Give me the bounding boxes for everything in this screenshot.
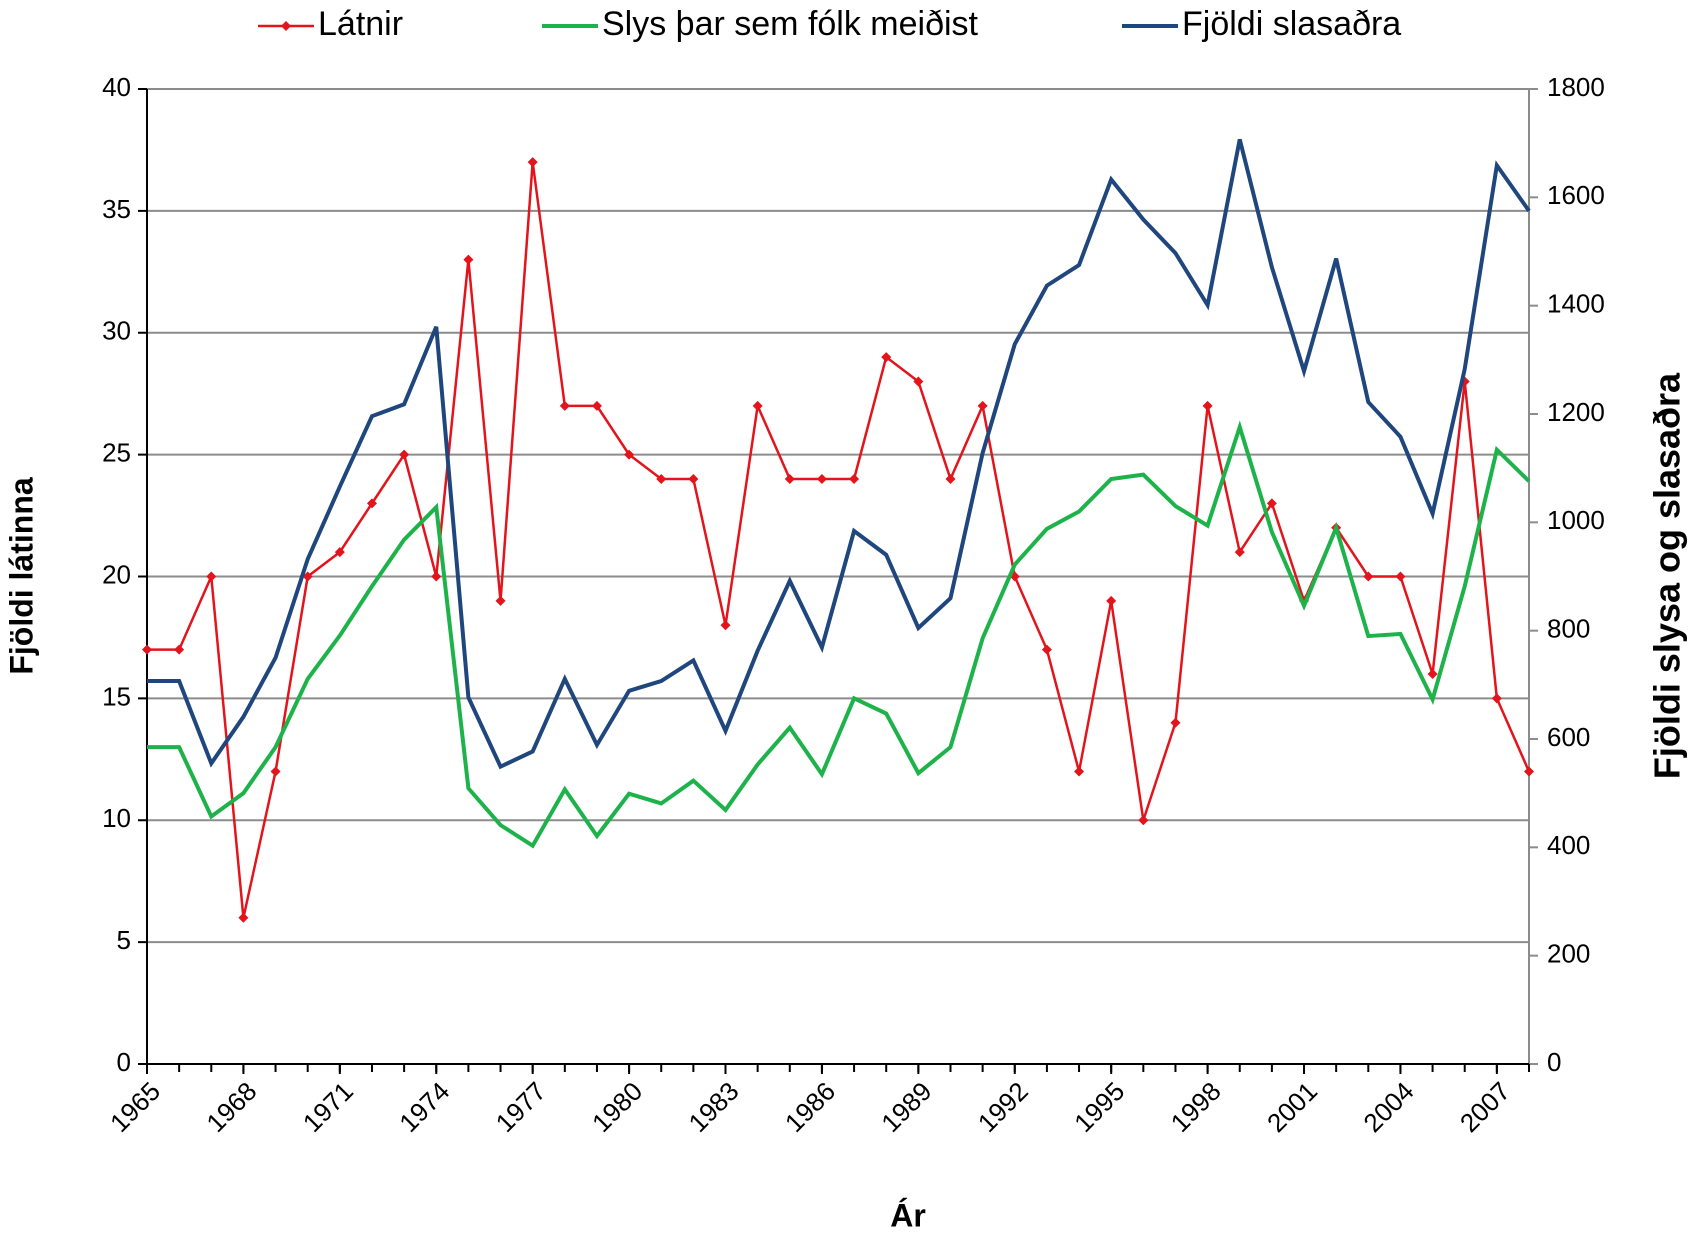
y-tick-label: 20 (102, 559, 131, 589)
data-point (849, 474, 860, 484)
data-point (302, 571, 313, 582)
y-tick-label: 0 (117, 1047, 131, 1077)
data-point (142, 644, 152, 655)
data-point (784, 474, 795, 484)
x-tick-label: 1983 (683, 1076, 745, 1138)
legend-label: Látnir (318, 5, 403, 43)
y2-tick-label: 1200 (1547, 397, 1605, 427)
data-point (431, 571, 442, 582)
data-point (816, 474, 827, 484)
data-point (945, 474, 956, 484)
y2-axis-title: Fjöldi slysa og slasaðra (1647, 372, 1688, 779)
data-point (527, 157, 538, 168)
legend-label: Slys þar sem fólk meiðist (602, 5, 979, 43)
x-tick-label: 1977 (490, 1076, 552, 1138)
x-tick-label: 1992 (972, 1076, 1034, 1138)
data-point (752, 400, 763, 411)
series-line (147, 138, 1531, 770)
x-tick-label: 1971 (297, 1076, 359, 1138)
data-point (977, 400, 988, 411)
y-tick-label: 40 (102, 72, 131, 102)
x-tick-label: 2001 (1261, 1076, 1323, 1138)
x-tick-label: 1989 (875, 1076, 937, 1138)
x-axis-title: Ár (890, 1197, 926, 1233)
x-tick-label: 1968 (200, 1076, 262, 1138)
x-tick-label: 2004 (1357, 1076, 1419, 1138)
series-line (147, 420, 1531, 849)
y-tick-label: 15 (102, 681, 131, 711)
data-point (1524, 766, 1534, 777)
data-point (913, 376, 924, 387)
data-point (270, 766, 281, 777)
legend-marker (281, 21, 291, 31)
data-point (463, 254, 474, 265)
y2-tick-label: 800 (1547, 614, 1590, 644)
data-point (1202, 400, 1213, 411)
x-tick-label: 1980 (586, 1076, 648, 1138)
y-tick-label: 25 (102, 438, 131, 468)
data-point (1041, 644, 1052, 655)
data-point (238, 912, 249, 923)
data-point (366, 498, 377, 509)
x-tick-label: 1965 (104, 1076, 166, 1138)
x-tick-label: 1974 (393, 1076, 455, 1138)
x-tick-label: 1998 (1165, 1076, 1227, 1138)
data-point (720, 620, 731, 631)
data-point (1491, 693, 1502, 704)
data-point (1266, 498, 1277, 509)
x-tick-label: 2007 (1454, 1076, 1516, 1138)
data-point (1427, 669, 1438, 679)
data-point (1363, 571, 1374, 582)
y-tick-label: 10 (102, 803, 131, 833)
y-tick-label: 30 (102, 316, 131, 346)
data-point (881, 352, 892, 363)
y2-tick-label: 600 (1547, 722, 1590, 752)
data-point (1138, 815, 1149, 826)
data-point (591, 400, 602, 411)
x-tick-label: 1986 (779, 1076, 841, 1138)
y-tick-label: 35 (102, 194, 131, 224)
data-point (495, 595, 506, 606)
y-axis-title: Fjöldi látinna (3, 477, 39, 675)
legend-label: Fjöldi slasaðra (1182, 5, 1401, 43)
y2-tick-label: 0 (1547, 1047, 1561, 1077)
y2-tick-label: 1600 (1547, 180, 1605, 210)
data-point (688, 474, 699, 484)
data-point (334, 547, 345, 558)
data-point (1170, 717, 1181, 728)
y2-tick-label: 1800 (1547, 72, 1605, 102)
data-point (1074, 766, 1085, 777)
data-point (656, 474, 667, 484)
y2-tick-label: 1400 (1547, 289, 1605, 319)
data-point (206, 571, 217, 582)
data-point (174, 644, 185, 655)
y2-tick-label: 1000 (1547, 505, 1605, 535)
y2-tick-label: 200 (1547, 939, 1590, 969)
data-point (559, 400, 570, 411)
data-point (1395, 571, 1406, 582)
y-tick-label: 5 (117, 925, 131, 955)
data-point (1106, 595, 1117, 606)
data-point (624, 449, 635, 460)
x-tick-label: 1995 (1068, 1076, 1130, 1138)
data-point (399, 449, 410, 460)
data-point (1234, 547, 1245, 558)
series-line (147, 161, 1531, 919)
y2-tick-label: 400 (1547, 830, 1590, 860)
